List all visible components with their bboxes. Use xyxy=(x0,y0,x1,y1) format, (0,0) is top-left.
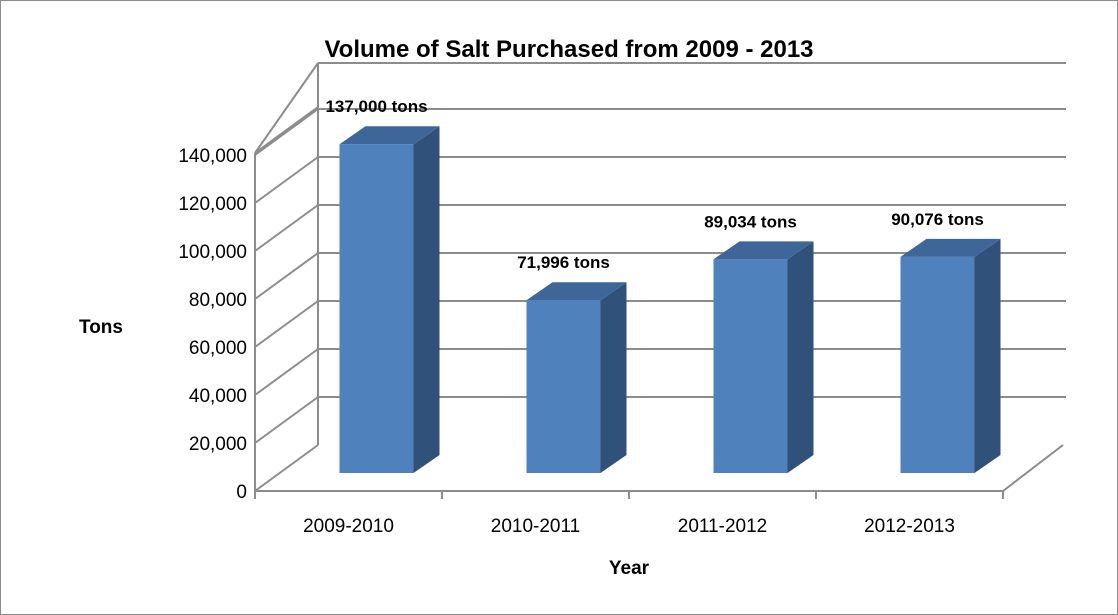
wall-gridline xyxy=(254,348,319,396)
bar xyxy=(713,259,788,473)
data-label: 71,996 tons xyxy=(517,253,610,272)
y-axis-label: Tons xyxy=(79,317,123,338)
y-tick-label: 20,000 xyxy=(189,434,247,455)
y-tick-label: 100,000 xyxy=(178,242,247,263)
bar-side xyxy=(600,282,627,473)
x-axis-label: Year xyxy=(609,558,650,579)
bar-top xyxy=(526,282,627,301)
bar xyxy=(526,300,601,473)
wall-diagonal-top xyxy=(254,62,319,154)
y-tick-label: 0 xyxy=(236,482,247,503)
data-label: 90,076 tons xyxy=(891,210,984,229)
labels-layer: 137,000 tons 71,996 tons 89,034 tons 90,076… xyxy=(325,97,983,272)
x-tick-label: 2011-2012 xyxy=(678,516,767,537)
x-tick-label: 2010-2011 xyxy=(491,516,580,537)
bar-side xyxy=(413,126,440,473)
grid-layer: 0 20,000 40,000 60,000 80,000 100,000 120,000 1… xyxy=(178,62,1066,537)
wall-top-line xyxy=(254,106,319,154)
chart-title: Volume of Salt Purchased from 2009 - 201… xyxy=(324,36,813,63)
y-tick-label: 60,000 xyxy=(189,338,247,359)
bar xyxy=(339,144,414,473)
bar-top xyxy=(339,126,440,145)
x-tick-label: 2012-2013 xyxy=(864,516,955,537)
bar-top xyxy=(713,241,814,260)
bar-side xyxy=(974,238,1001,473)
y-tick-label: 40,000 xyxy=(189,386,247,407)
y-tick-label: 80,000 xyxy=(189,290,247,311)
wall-gridline xyxy=(254,108,319,156)
wall-gridline xyxy=(254,204,319,252)
wall-gridline xyxy=(254,444,319,492)
data-label: 89,034 tons xyxy=(704,212,797,231)
bars-layer xyxy=(339,126,1001,473)
bar-top xyxy=(900,238,1001,257)
floor-right-edge xyxy=(1002,444,1064,492)
y-tick-label: 120,000 xyxy=(178,194,247,215)
y-tick-label: 140,000 xyxy=(178,146,247,167)
wall-gridline xyxy=(254,252,319,300)
bar xyxy=(900,256,975,473)
wall-gridline xyxy=(254,300,319,348)
wall-gridline xyxy=(254,396,319,444)
wall-gridline xyxy=(254,156,319,204)
data-label: 137,000 tons xyxy=(325,97,427,116)
x-tick-label: 2009-2010 xyxy=(303,516,394,537)
bar-side xyxy=(787,241,814,473)
